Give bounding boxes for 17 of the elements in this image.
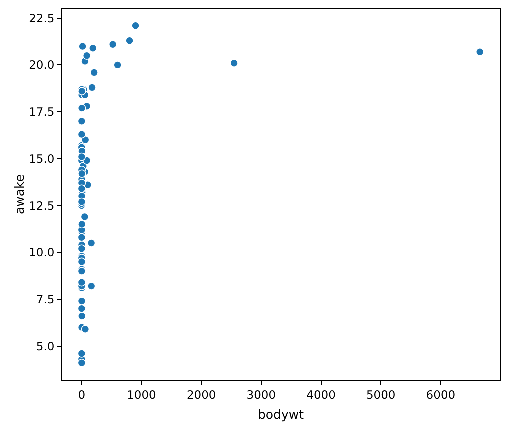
x-tick-label: 3000: [246, 388, 276, 402]
x-tick-label: 2000: [186, 388, 216, 402]
y-tick-label: 20.0: [29, 58, 55, 72]
y-tick-label: 10.0: [29, 246, 55, 260]
x-tick-label: 5000: [366, 388, 396, 402]
y-tick-label: 7.5: [36, 292, 55, 306]
x-tick-label: 0: [78, 388, 86, 402]
y-tick-label: 12.5: [29, 198, 55, 213]
y-tick-label: 15.0: [29, 152, 55, 166]
x-tick-label: 1000: [127, 388, 156, 402]
y-axis-title: awake: [12, 174, 28, 215]
x-tick-label: 4000: [306, 388, 336, 402]
x-tick-label: 6000: [426, 388, 456, 402]
x-axis-title: bodywt: [258, 407, 304, 422]
y-tick-label: 22.5: [29, 11, 55, 26]
y-tick-label: 5.0: [36, 339, 55, 354]
y-tick-label: 17.5: [29, 105, 55, 120]
